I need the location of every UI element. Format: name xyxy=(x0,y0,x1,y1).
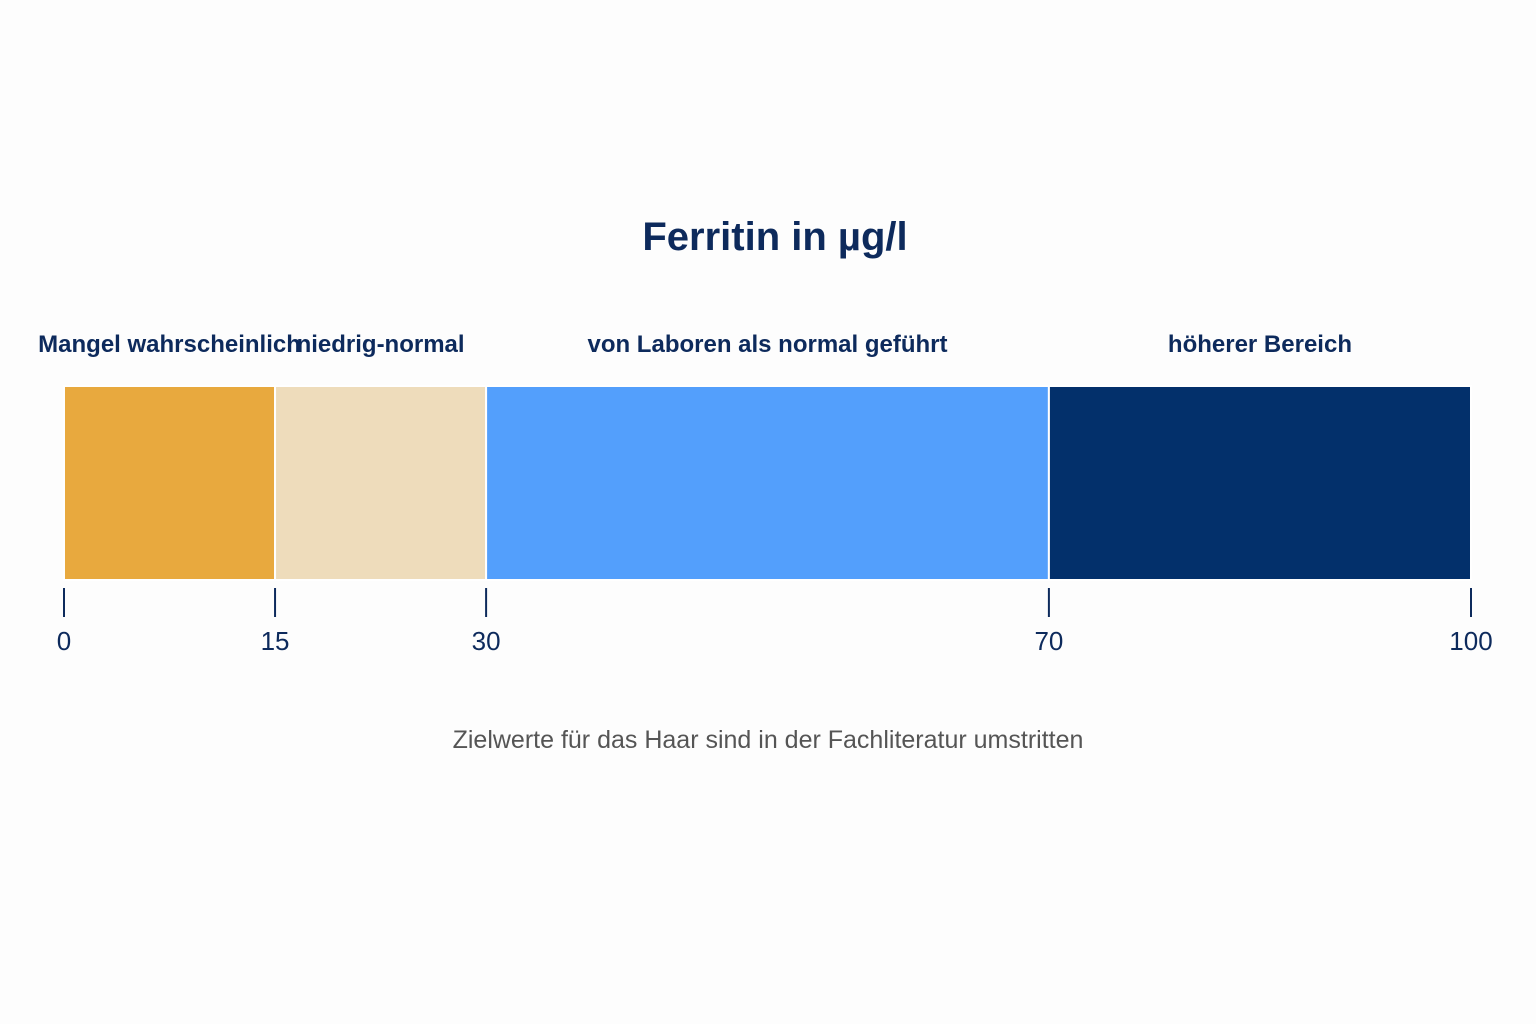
segment-label-3: höherer Bereich xyxy=(1168,331,1352,358)
axis-tick-label-3: 70 xyxy=(1034,626,1063,656)
axis-tick-label-4: 100 xyxy=(1449,626,1492,656)
range-segment-2 xyxy=(485,385,1050,581)
segment-label-2: von Laboren als normal geführt xyxy=(587,331,947,358)
chart-title: Ferritin in µg/l xyxy=(642,215,907,259)
range-segment-0 xyxy=(63,385,277,581)
range-segment-3 xyxy=(1047,385,1473,581)
segment-label-0: Mangel wahrscheinlich xyxy=(38,331,301,358)
segment-label-1: niedrig-normal xyxy=(297,331,465,358)
axis-tick-label-0: 0 xyxy=(57,626,71,656)
range-segment-1 xyxy=(274,385,488,581)
chart-note: Zielwerte für das Haar sind in der Fachl… xyxy=(453,726,1084,754)
axis-ticks xyxy=(63,588,1472,617)
axis-tick-label-2: 30 xyxy=(472,626,501,656)
range-segments xyxy=(63,385,1473,581)
axis-tick-labels: 0 15 30 70 100 xyxy=(57,626,1493,656)
axis-tick-label-1: 15 xyxy=(261,626,290,656)
